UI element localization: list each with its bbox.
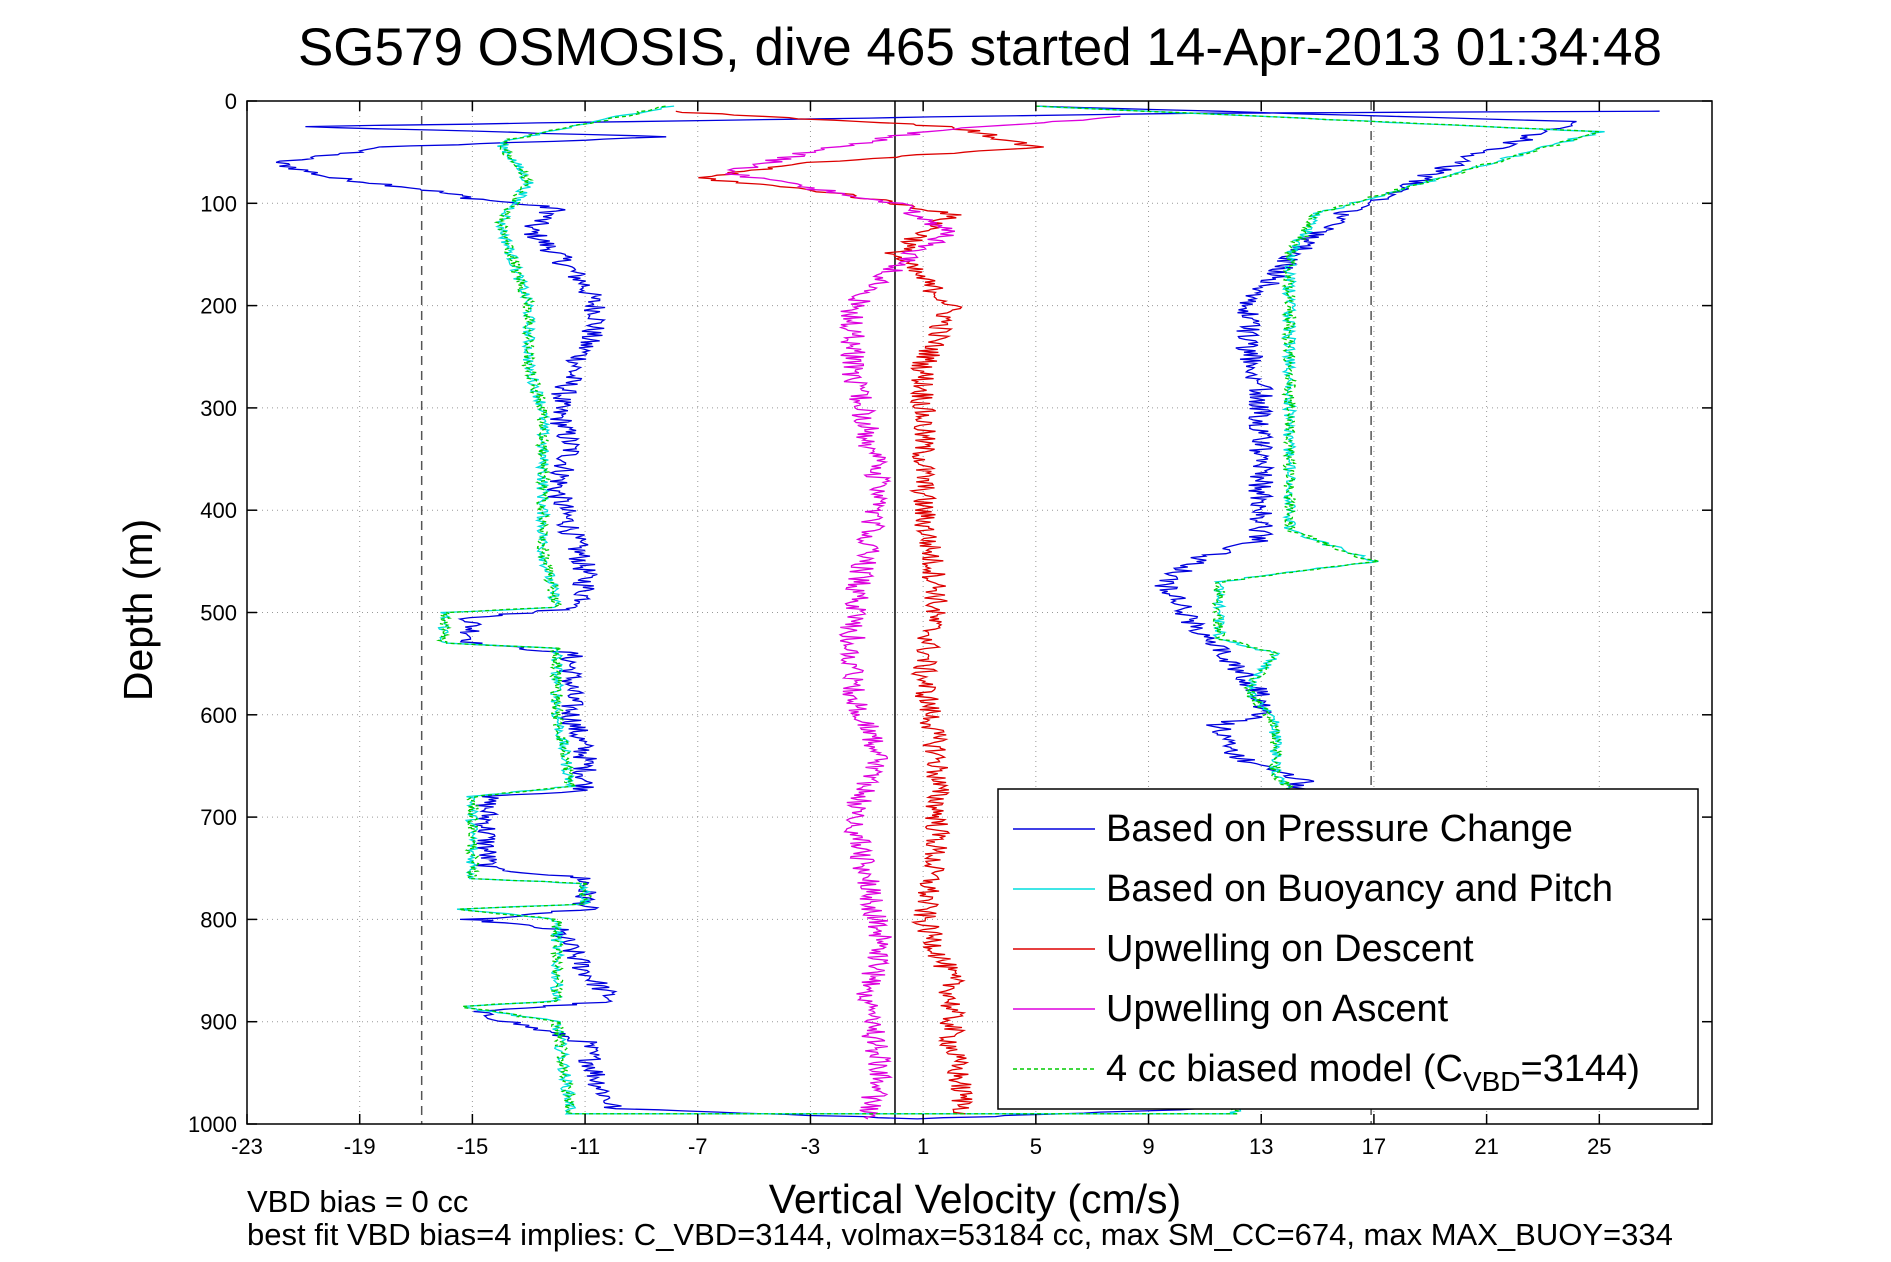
x-tick-label: -3 (801, 1134, 821, 1159)
y-tick-label: 600 (200, 703, 237, 728)
legend-label: Based on Pressure Change (1106, 808, 1573, 850)
x-tick-label: 13 (1249, 1134, 1273, 1159)
x-tick-label: 25 (1587, 1134, 1611, 1159)
y-tick-label: 400 (200, 498, 237, 523)
y-tick-label: 100 (200, 191, 237, 216)
series-line (275, 105, 1660, 1120)
x-tick-label: -7 (688, 1134, 708, 1159)
x-tick-label: 1 (917, 1134, 929, 1159)
legend-label: 4 cc biased model (CVBD=3144) (1106, 1048, 1640, 1097)
x-tick-label: -23 (231, 1134, 263, 1159)
y-tick-label: 200 (200, 294, 237, 319)
legend-label: Based on Buoyancy and Pitch (1106, 868, 1613, 910)
x-tick-label: -15 (456, 1134, 488, 1159)
series-line (436, 105, 1600, 1115)
legend-label: Upwelling on Ascent (1106, 988, 1449, 1030)
chart-title: SG579 OSMOSIS, dive 465 started 14-Apr-2… (298, 18, 1662, 77)
y-tick-label: 500 (200, 601, 237, 626)
y-tick-label: 300 (200, 396, 237, 421)
x-tick-label: 17 (1362, 1134, 1386, 1159)
x-tick-label: -19 (344, 1134, 376, 1159)
series-line (675, 110, 1044, 1115)
best-fit-note: best fit VBD bias=4 implies: C_VBD=3144,… (247, 1217, 1673, 1252)
y-axis-label: Depth (m) (115, 519, 161, 701)
legend-label: Upwelling on Descent (1106, 928, 1474, 970)
y-tick-label: 0 (225, 89, 237, 114)
x-axis-label: Vertical Velocity (cm/s) (769, 1176, 1181, 1222)
y-tick-label: 900 (200, 1010, 237, 1035)
x-tick-label: 21 (1474, 1134, 1498, 1159)
x-tick-label: 9 (1142, 1134, 1154, 1159)
x-tick-label: -11 (570, 1134, 600, 1159)
legend: Based on Pressure Change Based on Buoyanc… (997, 788, 1699, 1110)
y-tick-label: 700 (200, 805, 237, 830)
series-line (725, 115, 1121, 1120)
vbd-bias-note: VBD bias = 0 cc (247, 1184, 468, 1219)
x-tick-label: 5 (1030, 1134, 1042, 1159)
series-group (275, 105, 1660, 1120)
legend-box (997, 788, 1699, 1110)
y-tick-label: 800 (200, 907, 237, 932)
y-tick-label: 1000 (188, 1112, 237, 1137)
ticks: -23 -19 -15 -11 -7 -3 1 5 9 13 17 21 25 0 100 200 300 400… (188, 89, 1712, 1159)
